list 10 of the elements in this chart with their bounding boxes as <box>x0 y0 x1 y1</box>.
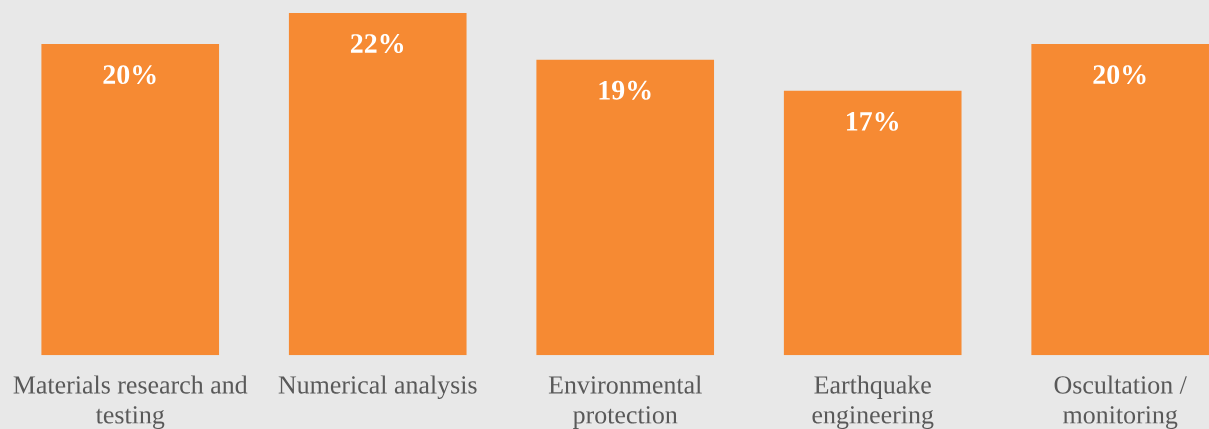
data-label: 22% <box>350 34 404 54</box>
data-label: 19% <box>599 80 651 100</box>
x-tick-label: Oscultation / monitoring <box>1054 375 1187 429</box>
x-tick-label: Numerical analysis <box>278 375 477 399</box>
x-tick-label: Materials research and testing <box>13 375 248 429</box>
data-label: 20% <box>1093 65 1146 85</box>
x-tick-label: Environmental protection <box>548 375 702 429</box>
data-label: 17% <box>847 111 899 131</box>
data-label: 20% <box>103 65 156 85</box>
x-tick-label: Earthquake engineering <box>812 375 934 429</box>
